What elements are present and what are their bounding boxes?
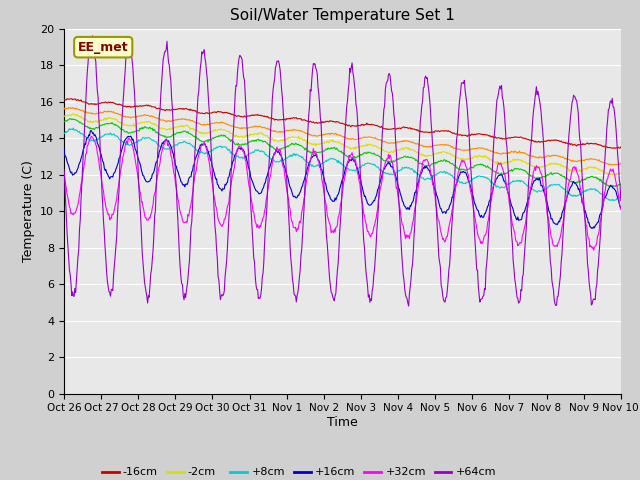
Title: Soil/Water Temperature Set 1: Soil/Water Temperature Set 1 [230,9,455,24]
X-axis label: Time: Time [327,416,358,429]
Text: EE_met: EE_met [78,41,129,54]
Y-axis label: Temperature (C): Temperature (C) [22,160,35,262]
Legend: -16cm, -8cm, -2cm, +2cm, +8cm, +16cm, +32cm, +64cm: -16cm, -8cm, -2cm, +2cm, +8cm, +16cm, +3… [97,463,500,480]
